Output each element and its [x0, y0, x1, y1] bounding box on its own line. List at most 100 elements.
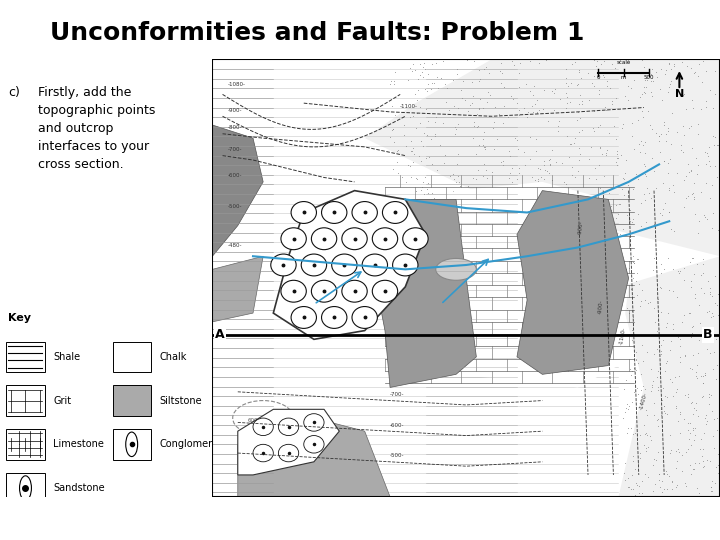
Point [655, 404, 667, 413]
Point [704, 86, 716, 95]
Point [447, 187, 459, 195]
Point [611, 93, 622, 102]
Polygon shape [390, 182, 629, 388]
Point [613, 282, 625, 291]
Point [608, 122, 620, 131]
Point [695, 372, 706, 380]
Point [651, 456, 662, 464]
Point [605, 222, 616, 231]
Point [698, 379, 709, 388]
Point [398, 131, 410, 139]
Point [636, 286, 648, 294]
Point [572, 80, 583, 89]
Point [573, 127, 585, 136]
Point [451, 70, 462, 79]
Point [467, 173, 479, 182]
Point [663, 60, 675, 69]
Point [483, 220, 495, 229]
Point [528, 107, 539, 116]
Point [421, 131, 433, 140]
Point [526, 214, 537, 222]
Point [620, 375, 631, 384]
Point [652, 294, 664, 303]
Point [670, 483, 682, 491]
Point [602, 213, 613, 221]
Point [709, 162, 720, 171]
Point [587, 225, 598, 234]
Point [707, 312, 719, 320]
Point [554, 217, 565, 226]
Point [595, 221, 606, 230]
Point [700, 97, 711, 105]
Point [703, 390, 715, 399]
Circle shape [291, 201, 317, 224]
Point [410, 174, 422, 183]
Point [631, 291, 643, 300]
Text: Chalk: Chalk [159, 352, 186, 362]
Point [544, 160, 556, 168]
Point [494, 197, 505, 206]
Point [473, 140, 485, 149]
Point [477, 191, 488, 200]
Point [676, 317, 688, 326]
Point [647, 125, 658, 133]
Point [426, 79, 438, 87]
Point [626, 319, 638, 328]
Point [473, 105, 485, 113]
Text: Conglomerate: Conglomerate [159, 440, 228, 449]
Point [684, 309, 696, 318]
Point [414, 103, 426, 111]
Point [708, 348, 719, 356]
Point [664, 449, 675, 457]
Point [616, 151, 627, 159]
Point [636, 68, 648, 76]
Point [696, 271, 707, 279]
Circle shape [322, 307, 347, 328]
Point [565, 140, 577, 149]
Point [564, 98, 576, 106]
Point [495, 158, 507, 166]
Point [534, 58, 545, 67]
Point [581, 189, 593, 198]
Point [473, 104, 485, 112]
Point [583, 174, 595, 183]
Point [467, 92, 478, 100]
Point [453, 192, 464, 201]
Point [649, 480, 661, 489]
Point [706, 181, 718, 190]
Point [472, 199, 483, 207]
Point [658, 156, 670, 165]
Circle shape [291, 307, 317, 328]
Point [639, 161, 651, 170]
Bar [112, 341, 150, 372]
Point [692, 71, 703, 80]
Point [590, 175, 601, 184]
Point [523, 87, 535, 96]
Text: -1400-: -1400- [639, 392, 648, 410]
Point [462, 204, 473, 212]
Point [588, 72, 599, 80]
Point [701, 102, 712, 111]
Point [615, 55, 626, 64]
Point [694, 59, 706, 68]
Text: -900-: -900- [578, 220, 584, 235]
Point [671, 127, 683, 136]
Point [548, 106, 559, 114]
Point [680, 478, 691, 487]
Point [620, 404, 631, 413]
Point [642, 107, 654, 116]
Text: scale: scale [616, 60, 631, 65]
Point [706, 309, 718, 318]
Point [642, 431, 653, 440]
Point [695, 319, 706, 327]
Point [565, 79, 577, 87]
Point [497, 119, 508, 127]
Point [539, 160, 550, 169]
Point [456, 77, 468, 85]
Point [630, 170, 642, 178]
Point [473, 65, 485, 74]
Point [438, 119, 449, 127]
Point [658, 484, 670, 493]
Polygon shape [212, 256, 264, 322]
Point [543, 168, 554, 177]
